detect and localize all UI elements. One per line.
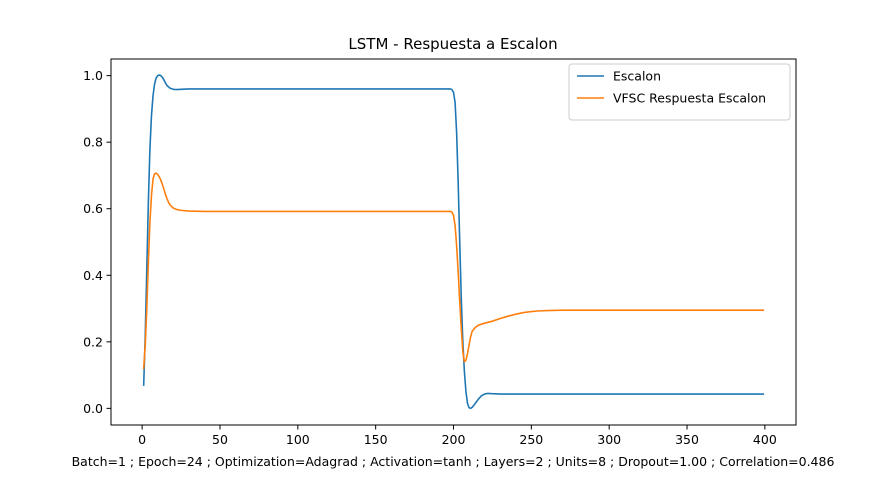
series-line-2: [142, 172, 765, 370]
y-tick-label: 0.0: [83, 401, 103, 416]
legend-label-2: VFSC Respuesta Escalon: [613, 91, 766, 106]
x-tick-label: 300: [597, 432, 621, 447]
series-line-1: [142, 74, 765, 410]
y-axis: 0.0 0.2 0.4 0.6 0.8 1.0: [83, 68, 111, 416]
x-tick-label: 200: [442, 432, 466, 447]
y-tick-label: 0.2: [83, 334, 103, 349]
y-tick-label: 1.0: [83, 68, 103, 83]
x-axis: 0 50 100 150 200 250 300 350 400: [138, 425, 777, 447]
legend-box: [568, 63, 791, 121]
x-tick-label: 250: [519, 432, 543, 447]
x-tick-label: 50: [212, 432, 228, 447]
y-tick-label: 0.8: [83, 135, 103, 150]
x-tick-label: 100: [286, 432, 310, 447]
x-tick-label: 150: [364, 432, 388, 447]
x-axis-label: Batch=1 ; Epoch=24 ; Optimization=Adagra…: [72, 454, 835, 469]
series-layer: [142, 74, 765, 410]
x-tick-label: 350: [675, 432, 699, 447]
x-tick-label: 400: [753, 432, 777, 447]
x-tick-label: 0: [138, 432, 146, 447]
legend-label-1: Escalon: [613, 69, 661, 84]
y-tick-label: 0.6: [83, 201, 103, 216]
y-tick-label: 0.4: [83, 268, 103, 283]
chart-title: LSTM - Respuesta a Escalon: [348, 35, 557, 53]
legend: Escalon VFSC Respuesta Escalon: [568, 63, 791, 121]
